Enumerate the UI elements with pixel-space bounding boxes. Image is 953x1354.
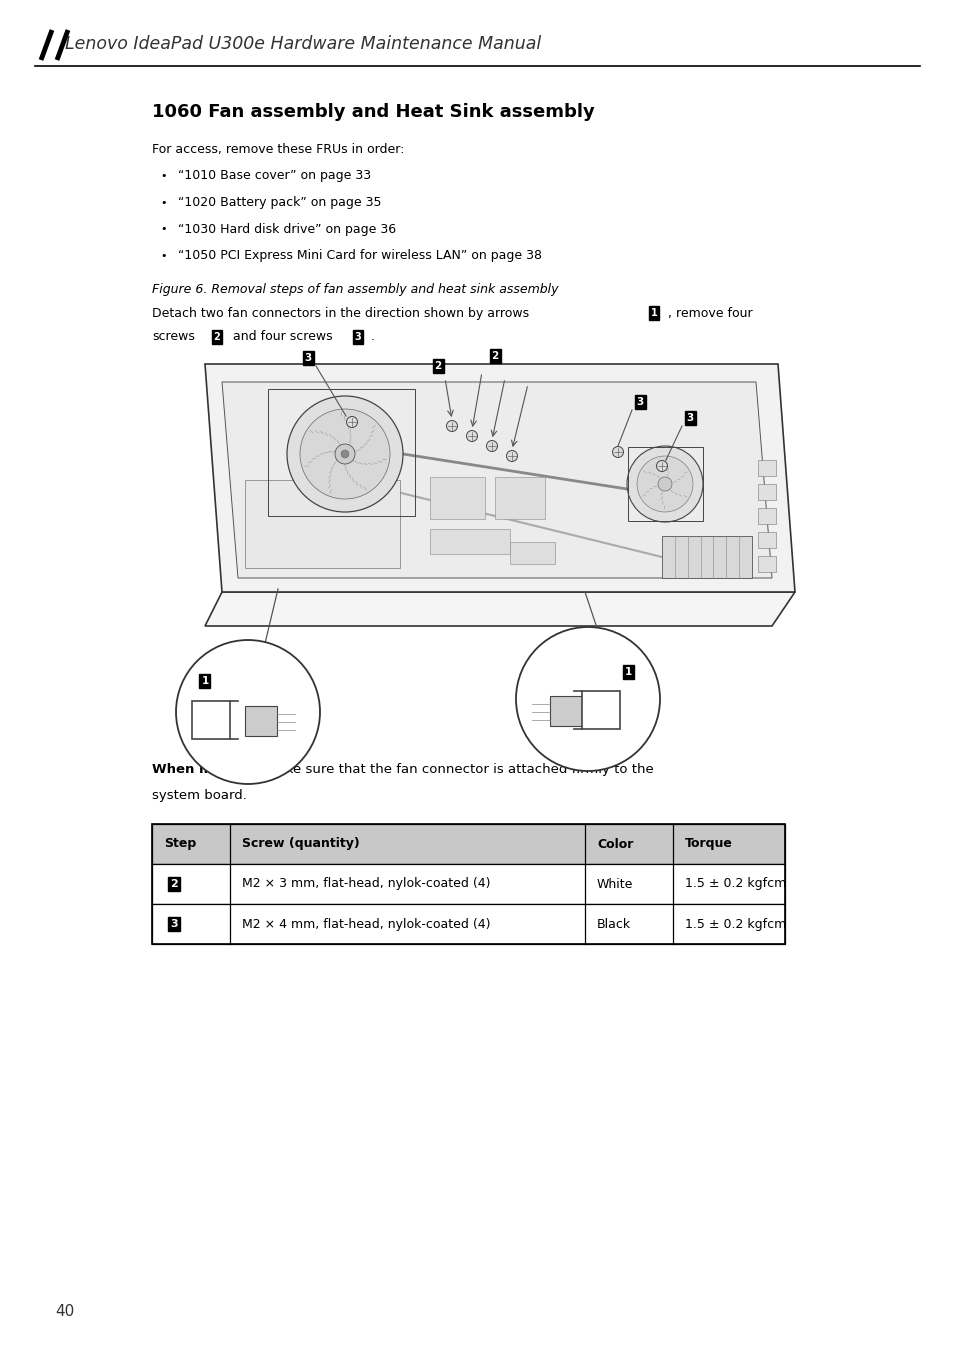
Bar <box>758 556 775 571</box>
Text: M2 × 4 mm, flat-head, nylok-coated (4): M2 × 4 mm, flat-head, nylok-coated (4) <box>242 918 490 930</box>
Circle shape <box>612 447 623 458</box>
Text: 1: 1 <box>201 676 209 686</box>
Polygon shape <box>205 592 794 626</box>
Bar <box>152 904 784 944</box>
Circle shape <box>175 640 319 784</box>
Text: 2: 2 <box>491 351 498 362</box>
Text: Black: Black <box>597 918 631 930</box>
Text: Figure 6. Removal steps of fan assembly and heat sink assembly: Figure 6. Removal steps of fan assembly … <box>152 283 558 295</box>
Circle shape <box>340 450 349 458</box>
Bar <box>510 542 555 565</box>
Text: •: • <box>160 250 167 260</box>
Text: “1020 Battery pack” on page 35: “1020 Battery pack” on page 35 <box>178 196 381 209</box>
Circle shape <box>626 445 702 523</box>
Text: •: • <box>160 171 167 181</box>
Text: 1.5 ± 0.2 kgfcm: 1.5 ± 0.2 kgfcm <box>684 877 785 891</box>
Text: “1050 PCI Express Mini Card for wireless LAN” on page 38: “1050 PCI Express Mini Card for wireless… <box>178 249 541 263</box>
Bar <box>758 508 775 524</box>
Text: 40: 40 <box>55 1304 74 1320</box>
Text: 1: 1 <box>650 307 657 318</box>
Text: 1: 1 <box>623 668 631 677</box>
Bar <box>152 864 784 904</box>
Bar <box>245 705 276 737</box>
Text: 3: 3 <box>636 397 643 408</box>
Bar <box>758 532 775 548</box>
Text: Torque: Torque <box>684 838 732 850</box>
Text: “1010 Base cover” on page 33: “1010 Base cover” on page 33 <box>178 169 371 183</box>
Circle shape <box>446 421 457 432</box>
Bar <box>758 460 775 477</box>
Circle shape <box>335 444 355 464</box>
Circle shape <box>656 460 667 471</box>
Circle shape <box>486 440 497 451</box>
Text: •: • <box>160 223 167 234</box>
Text: and four screws: and four screws <box>233 330 333 344</box>
Circle shape <box>516 627 659 770</box>
Bar <box>152 825 784 944</box>
Text: Detach two fan connectors in the direction shown by arrows: Detach two fan connectors in the directi… <box>152 306 529 320</box>
Circle shape <box>299 409 390 500</box>
Bar <box>661 536 751 578</box>
Text: •: • <box>160 198 167 207</box>
Polygon shape <box>205 364 794 592</box>
Text: “1030 Hard disk drive” on page 36: “1030 Hard disk drive” on page 36 <box>178 222 395 236</box>
Text: 1.5 ± 0.2 kgfcm: 1.5 ± 0.2 kgfcm <box>684 918 785 930</box>
Circle shape <box>658 477 671 492</box>
Bar <box>627 447 702 521</box>
Text: 3: 3 <box>355 332 361 343</box>
Text: 3: 3 <box>170 919 177 929</box>
Text: M2 × 3 mm, flat-head, nylok-coated (4): M2 × 3 mm, flat-head, nylok-coated (4) <box>242 877 490 891</box>
Text: Color: Color <box>597 838 633 850</box>
Text: 1060 Fan assembly and Heat Sink assembly: 1060 Fan assembly and Heat Sink assembly <box>152 103 594 121</box>
Circle shape <box>466 431 477 441</box>
Bar <box>152 825 784 864</box>
Bar <box>430 529 510 554</box>
Text: 2: 2 <box>213 332 220 343</box>
Text: Lenovo IdeaPad U300e Hardware Maintenance Manual: Lenovo IdeaPad U300e Hardware Maintenanc… <box>65 35 540 53</box>
Text: When installing:: When installing: <box>152 762 274 776</box>
Bar <box>581 691 619 728</box>
Text: .: . <box>371 330 375 344</box>
Text: system board.: system board. <box>152 788 247 802</box>
Circle shape <box>637 456 692 512</box>
Text: , remove four: , remove four <box>667 306 752 320</box>
Circle shape <box>287 395 402 512</box>
Bar <box>550 696 581 726</box>
Circle shape <box>506 451 517 462</box>
Circle shape <box>346 417 357 428</box>
Bar <box>430 477 484 519</box>
Text: For access, remove these FRUs in order:: For access, remove these FRUs in order: <box>152 142 404 156</box>
Bar <box>495 477 544 519</box>
Text: 3: 3 <box>685 413 693 422</box>
Text: Make sure that the fan connector is attached firmly to the: Make sure that the fan connector is atta… <box>262 762 653 776</box>
Text: Screw (quantity): Screw (quantity) <box>242 838 359 850</box>
Bar <box>192 701 230 739</box>
Text: 3: 3 <box>304 353 312 363</box>
Text: 2: 2 <box>170 879 177 890</box>
Polygon shape <box>222 382 771 578</box>
Text: Step: Step <box>164 838 196 850</box>
Text: 2: 2 <box>434 362 441 371</box>
Text: White: White <box>597 877 633 891</box>
Bar <box>245 481 399 567</box>
Text: screws: screws <box>152 330 194 344</box>
Bar <box>758 483 775 500</box>
